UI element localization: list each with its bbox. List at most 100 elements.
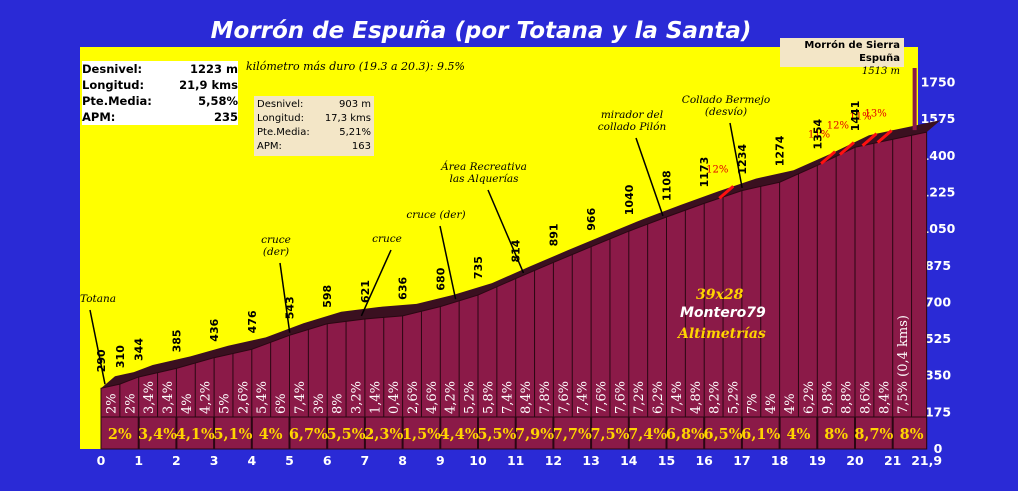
segment-grade-label: 6% bbox=[274, 393, 289, 414]
y-tick-label: 0 bbox=[934, 441, 943, 456]
annotation-label: Área Recreativa las Alquerías bbox=[440, 159, 527, 185]
annotation-leader bbox=[635, 137, 664, 217]
stats-main-row: Desnivel: 1223 m bbox=[82, 62, 238, 76]
x-tick-label: 13 bbox=[582, 453, 599, 468]
x-tick-label: 4 bbox=[247, 453, 256, 468]
x-tick-label: 21 bbox=[884, 453, 901, 468]
elevation-label: 680 bbox=[434, 267, 447, 290]
annotation-label: cruce bbox=[372, 233, 402, 245]
segment-grade-label: 2,6% bbox=[406, 381, 421, 414]
km-grade-label: 6,8% bbox=[666, 426, 705, 443]
stats-secondary-row: APM: 163 bbox=[257, 141, 371, 152]
segment-grade-label: 7,4% bbox=[670, 381, 685, 414]
km-grade-label: 7,9% bbox=[515, 426, 554, 443]
stats-main: Desnivel: 1223 m Longitud: 21,9 kms Pte.Me… bbox=[82, 61, 238, 125]
y-tick-label: 700 bbox=[925, 294, 951, 309]
segment-grade-label: 1,4% bbox=[368, 381, 383, 414]
segment-grade-label: 4% bbox=[764, 393, 779, 414]
x-tick-label: 20 bbox=[846, 453, 864, 468]
x-tick-label: 11 bbox=[507, 453, 524, 468]
annotation-leader bbox=[729, 122, 743, 189]
elevation-label: 636 bbox=[397, 277, 410, 300]
stats-secondary-row: Longitud: 17,3 kms bbox=[257, 113, 371, 124]
steep-grade-label: 11% bbox=[849, 112, 871, 123]
y-tick-label: 525 bbox=[925, 331, 951, 346]
brand-line-3: Altimetrías bbox=[678, 326, 766, 342]
elevation-label: 344 bbox=[133, 338, 146, 361]
x-tick-label: 16 bbox=[695, 453, 713, 468]
x-tick-label: 8 bbox=[398, 453, 407, 468]
km-grade-label: 8% bbox=[900, 426, 924, 443]
annotation-line: las Alquerías bbox=[449, 173, 519, 185]
segment-grade-label: 5,2% bbox=[463, 381, 478, 414]
annotation-line: cruce bbox=[261, 234, 291, 246]
elevation-label: 476 bbox=[246, 310, 259, 333]
annotation-line: Collado Bermejo bbox=[682, 94, 770, 106]
elevation-label: 598 bbox=[321, 285, 334, 308]
y-tick-label: 350 bbox=[925, 368, 951, 383]
x-tick-label: 18 bbox=[771, 453, 788, 468]
steep-section-mark bbox=[861, 132, 878, 147]
elevation-label: 385 bbox=[170, 329, 183, 352]
stats-secondary-row: Pte.Media: 5,21% bbox=[257, 127, 371, 138]
segment-grade-label: 2% bbox=[104, 393, 119, 414]
km-grade-label: 4,1% bbox=[176, 426, 215, 443]
segment-grade-label: 7,4% bbox=[293, 381, 308, 414]
km-grade-label: 6,1% bbox=[741, 426, 780, 443]
y-tick-label: 1050 bbox=[921, 221, 956, 236]
segment-grade-label: 8,4% bbox=[877, 381, 892, 414]
annotation-leader bbox=[360, 249, 392, 317]
y-tick-label: 1750 bbox=[921, 75, 956, 90]
summit-elev: 1513 m bbox=[861, 66, 900, 77]
x-tick-label: 17 bbox=[733, 453, 750, 468]
elevation-label: 891 bbox=[547, 223, 560, 246]
elevation-label: 1234 bbox=[736, 144, 749, 175]
elevation-label: 621 bbox=[359, 280, 372, 303]
elevation-label: 1274 bbox=[774, 135, 787, 166]
km-grade-label: 5,5% bbox=[327, 426, 366, 443]
km-grade-label: 2% bbox=[108, 426, 132, 443]
segment-grade-label: 8,8% bbox=[840, 381, 855, 414]
km-grade-label: 7,7% bbox=[553, 426, 592, 443]
x-tick-label: 7 bbox=[361, 453, 370, 468]
elevation-label: 735 bbox=[472, 256, 485, 279]
y-tick-label: 1400 bbox=[921, 148, 956, 163]
segment-grade-label: 7% bbox=[745, 393, 760, 414]
km-grade-label: 8,7% bbox=[854, 426, 893, 443]
km-grade-label: 1,5% bbox=[402, 426, 441, 443]
segment-grade-label: 8,4% bbox=[519, 381, 534, 414]
elevation-label: 1040 bbox=[623, 184, 636, 215]
km-grade-label: 6,7% bbox=[289, 426, 328, 443]
x-tick-label: 19 bbox=[809, 453, 826, 468]
segment-grade-label: 7,2% bbox=[632, 381, 647, 414]
x-tick-label: 5 bbox=[285, 453, 294, 468]
segment-grade-label: 2% bbox=[123, 393, 138, 414]
segment-grade-label: 5,8% bbox=[481, 381, 496, 414]
annotation-line: Totana bbox=[80, 293, 116, 305]
km-grade-label: 8% bbox=[824, 426, 848, 443]
segment-grade-label: 5% bbox=[218, 393, 233, 414]
km-grade-label: 7,4% bbox=[628, 426, 667, 443]
segment-grade-label: 0,4% bbox=[387, 381, 402, 414]
annotation-label: Collado Bermejo (desvío) bbox=[682, 94, 770, 118]
x-tick-label: 1 bbox=[134, 453, 143, 468]
segment-grade-label: 3,4% bbox=[161, 381, 176, 414]
annotation-leader bbox=[439, 225, 457, 300]
segment-grade-label: 8% bbox=[331, 393, 346, 414]
chart-title: Morrón de Espuña (por Totana y la Santa) bbox=[211, 18, 752, 44]
steep-section-mark bbox=[838, 141, 855, 156]
elevation-label: 290 bbox=[95, 349, 108, 372]
annotation-line: collado Pilón bbox=[598, 121, 667, 133]
stats-main-row: Longitud: 21,9 kms bbox=[82, 78, 238, 92]
segment-grade-label: 9,8% bbox=[821, 381, 836, 414]
stats-main-row: APM: 235 bbox=[82, 110, 238, 124]
segment-grade-label: 4,2% bbox=[444, 381, 459, 414]
steep-section-mark bbox=[820, 150, 837, 165]
elevation-label: 1108 bbox=[661, 170, 674, 201]
x-tick-label: 2 bbox=[172, 453, 181, 468]
annotation-line: Área Recreativa bbox=[440, 159, 527, 173]
elevation-label: 310 bbox=[114, 345, 127, 368]
segment-grade-label: 5,4% bbox=[255, 381, 270, 414]
segment-grade-label: 7,4% bbox=[576, 381, 591, 414]
